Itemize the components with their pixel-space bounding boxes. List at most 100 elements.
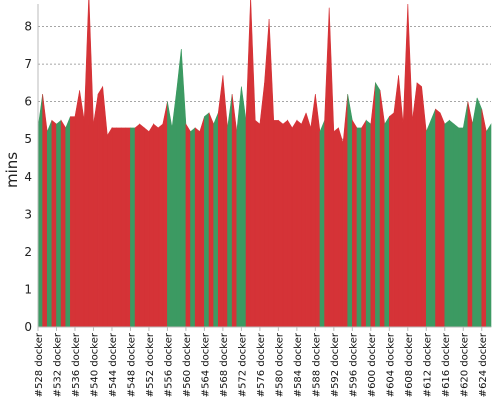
area-segment-success bbox=[449, 119, 455, 328]
area-segment-success bbox=[356, 127, 362, 328]
area-segment-success bbox=[190, 127, 196, 328]
area-segment-success bbox=[227, 94, 233, 328]
area-segment-failure bbox=[398, 75, 404, 328]
area-segment-failure bbox=[157, 123, 164, 328]
area-segment-failure bbox=[282, 119, 288, 328]
y-tick-label: 0 bbox=[24, 320, 32, 334]
area-segment-failure bbox=[107, 126, 113, 328]
area-segment-failure bbox=[481, 109, 487, 328]
area-segment-failure bbox=[60, 119, 67, 328]
area-segment-success bbox=[425, 120, 432, 328]
area-segment-failure bbox=[467, 101, 473, 328]
area-segment-success bbox=[444, 119, 450, 328]
area-segment-failure bbox=[194, 127, 201, 328]
x-tick-label: #608 docker bbox=[404, 332, 415, 397]
area-segment-success bbox=[213, 112, 219, 328]
area-segment-success bbox=[180, 49, 187, 328]
x-tick-label: #616 docker bbox=[441, 332, 452, 397]
x-tick-label: #556 docker bbox=[163, 332, 174, 397]
x-tick-label: #588 docker bbox=[311, 332, 322, 397]
area-segment-success bbox=[430, 109, 436, 328]
area-segment-failure bbox=[435, 108, 441, 328]
y-tick-labels: 0 1 2 3 4 5 6 7 8 bbox=[24, 20, 32, 334]
area-segment-failure bbox=[97, 85, 104, 328]
area-segment-failure bbox=[139, 123, 145, 328]
area-segment-failure bbox=[342, 94, 349, 328]
area-segment-failure bbox=[407, 3, 413, 328]
area-segment-failure bbox=[291, 119, 298, 328]
area-segment-success bbox=[171, 90, 177, 328]
area-segment-success bbox=[453, 123, 459, 328]
area-segment-success bbox=[476, 97, 483, 328]
x-tick-label: #584 docker bbox=[293, 332, 304, 397]
area-segment-failure bbox=[273, 120, 279, 328]
area-segment-failure bbox=[254, 119, 261, 328]
area-segment-failure bbox=[217, 75, 224, 328]
area-segment-failure bbox=[231, 94, 238, 328]
area-segment-success bbox=[458, 127, 464, 328]
area-segment-failure bbox=[116, 127, 122, 328]
area-segment-failure bbox=[328, 7, 335, 328]
area-segment-failure bbox=[412, 82, 418, 328]
area-segment-success bbox=[486, 123, 492, 328]
x-tick-labels: #528 docker #532 docker #536 docker #540 do… bbox=[34, 327, 489, 397]
area-segment-success bbox=[365, 119, 372, 328]
x-tick-label: #600 docker bbox=[367, 332, 378, 397]
area-segment-failure bbox=[333, 127, 339, 328]
area-segment-failure bbox=[153, 123, 159, 328]
area-segment-failure bbox=[74, 90, 80, 328]
area-segment-failure bbox=[111, 127, 117, 328]
x-tick-label: #564 docker bbox=[200, 332, 211, 397]
area-segment-failure bbox=[301, 112, 307, 328]
x-tick-label: #592 docker bbox=[330, 332, 341, 397]
area-segment-success bbox=[65, 116, 71, 328]
area-segment-failure bbox=[421, 86, 427, 328]
area-segment-failure bbox=[287, 119, 293, 328]
area-segment-success bbox=[167, 101, 173, 328]
area-segment-failure bbox=[245, 0, 251, 328]
x-tick-label: #604 docker bbox=[385, 332, 396, 397]
area-segment-failure bbox=[402, 3, 409, 328]
x-tick-label: #576 docker bbox=[256, 332, 267, 397]
area-segment-failure bbox=[305, 112, 312, 328]
x-tick-label: #568 docker bbox=[219, 332, 230, 397]
area-segment-failure bbox=[264, 19, 270, 328]
area-segment-failure bbox=[296, 119, 302, 328]
y-tick-label: 8 bbox=[24, 20, 32, 34]
area-segment-failure bbox=[162, 101, 168, 328]
area-segment-success bbox=[319, 120, 325, 328]
area-segment-failure bbox=[389, 112, 395, 328]
area-segment-failure bbox=[144, 127, 150, 328]
area-segment-success bbox=[130, 127, 136, 328]
x-tick-label: #532 docker bbox=[52, 332, 63, 397]
y-tick-label: 7 bbox=[24, 57, 32, 71]
area-segment-failure bbox=[134, 123, 140, 328]
area-segment-failure bbox=[315, 94, 321, 328]
area-segment-failure bbox=[222, 75, 228, 328]
x-tick-label: #612 docker bbox=[422, 332, 433, 397]
area-series bbox=[37, 0, 492, 328]
area-segment-failure bbox=[88, 0, 94, 328]
x-tick-label: #560 docker bbox=[182, 332, 193, 397]
x-tick-label: #596 docker bbox=[348, 332, 359, 397]
x-tick-label: #552 docker bbox=[145, 332, 156, 397]
area-segment-success bbox=[241, 86, 247, 328]
y-tick-label: 5 bbox=[24, 132, 32, 146]
area-segment-failure bbox=[379, 90, 385, 328]
area-segment-failure bbox=[79, 90, 85, 328]
area-segment-failure bbox=[393, 75, 399, 328]
area-segment-success bbox=[375, 81, 381, 328]
area-segment-failure bbox=[324, 7, 330, 328]
area-segment-failure bbox=[370, 82, 376, 328]
area-segment-failure bbox=[120, 127, 127, 328]
area-segment-failure bbox=[352, 119, 358, 328]
area-segment-failure bbox=[259, 82, 265, 328]
y-axis-title: mins bbox=[3, 152, 21, 188]
area-segment-failure bbox=[42, 94, 48, 328]
x-tick-label: #536 docker bbox=[71, 332, 82, 397]
x-tick-label: #528 docker bbox=[34, 332, 45, 397]
area-segment-success bbox=[176, 49, 182, 328]
area-segment-failure bbox=[310, 94, 316, 328]
area-segment-failure bbox=[361, 119, 367, 328]
